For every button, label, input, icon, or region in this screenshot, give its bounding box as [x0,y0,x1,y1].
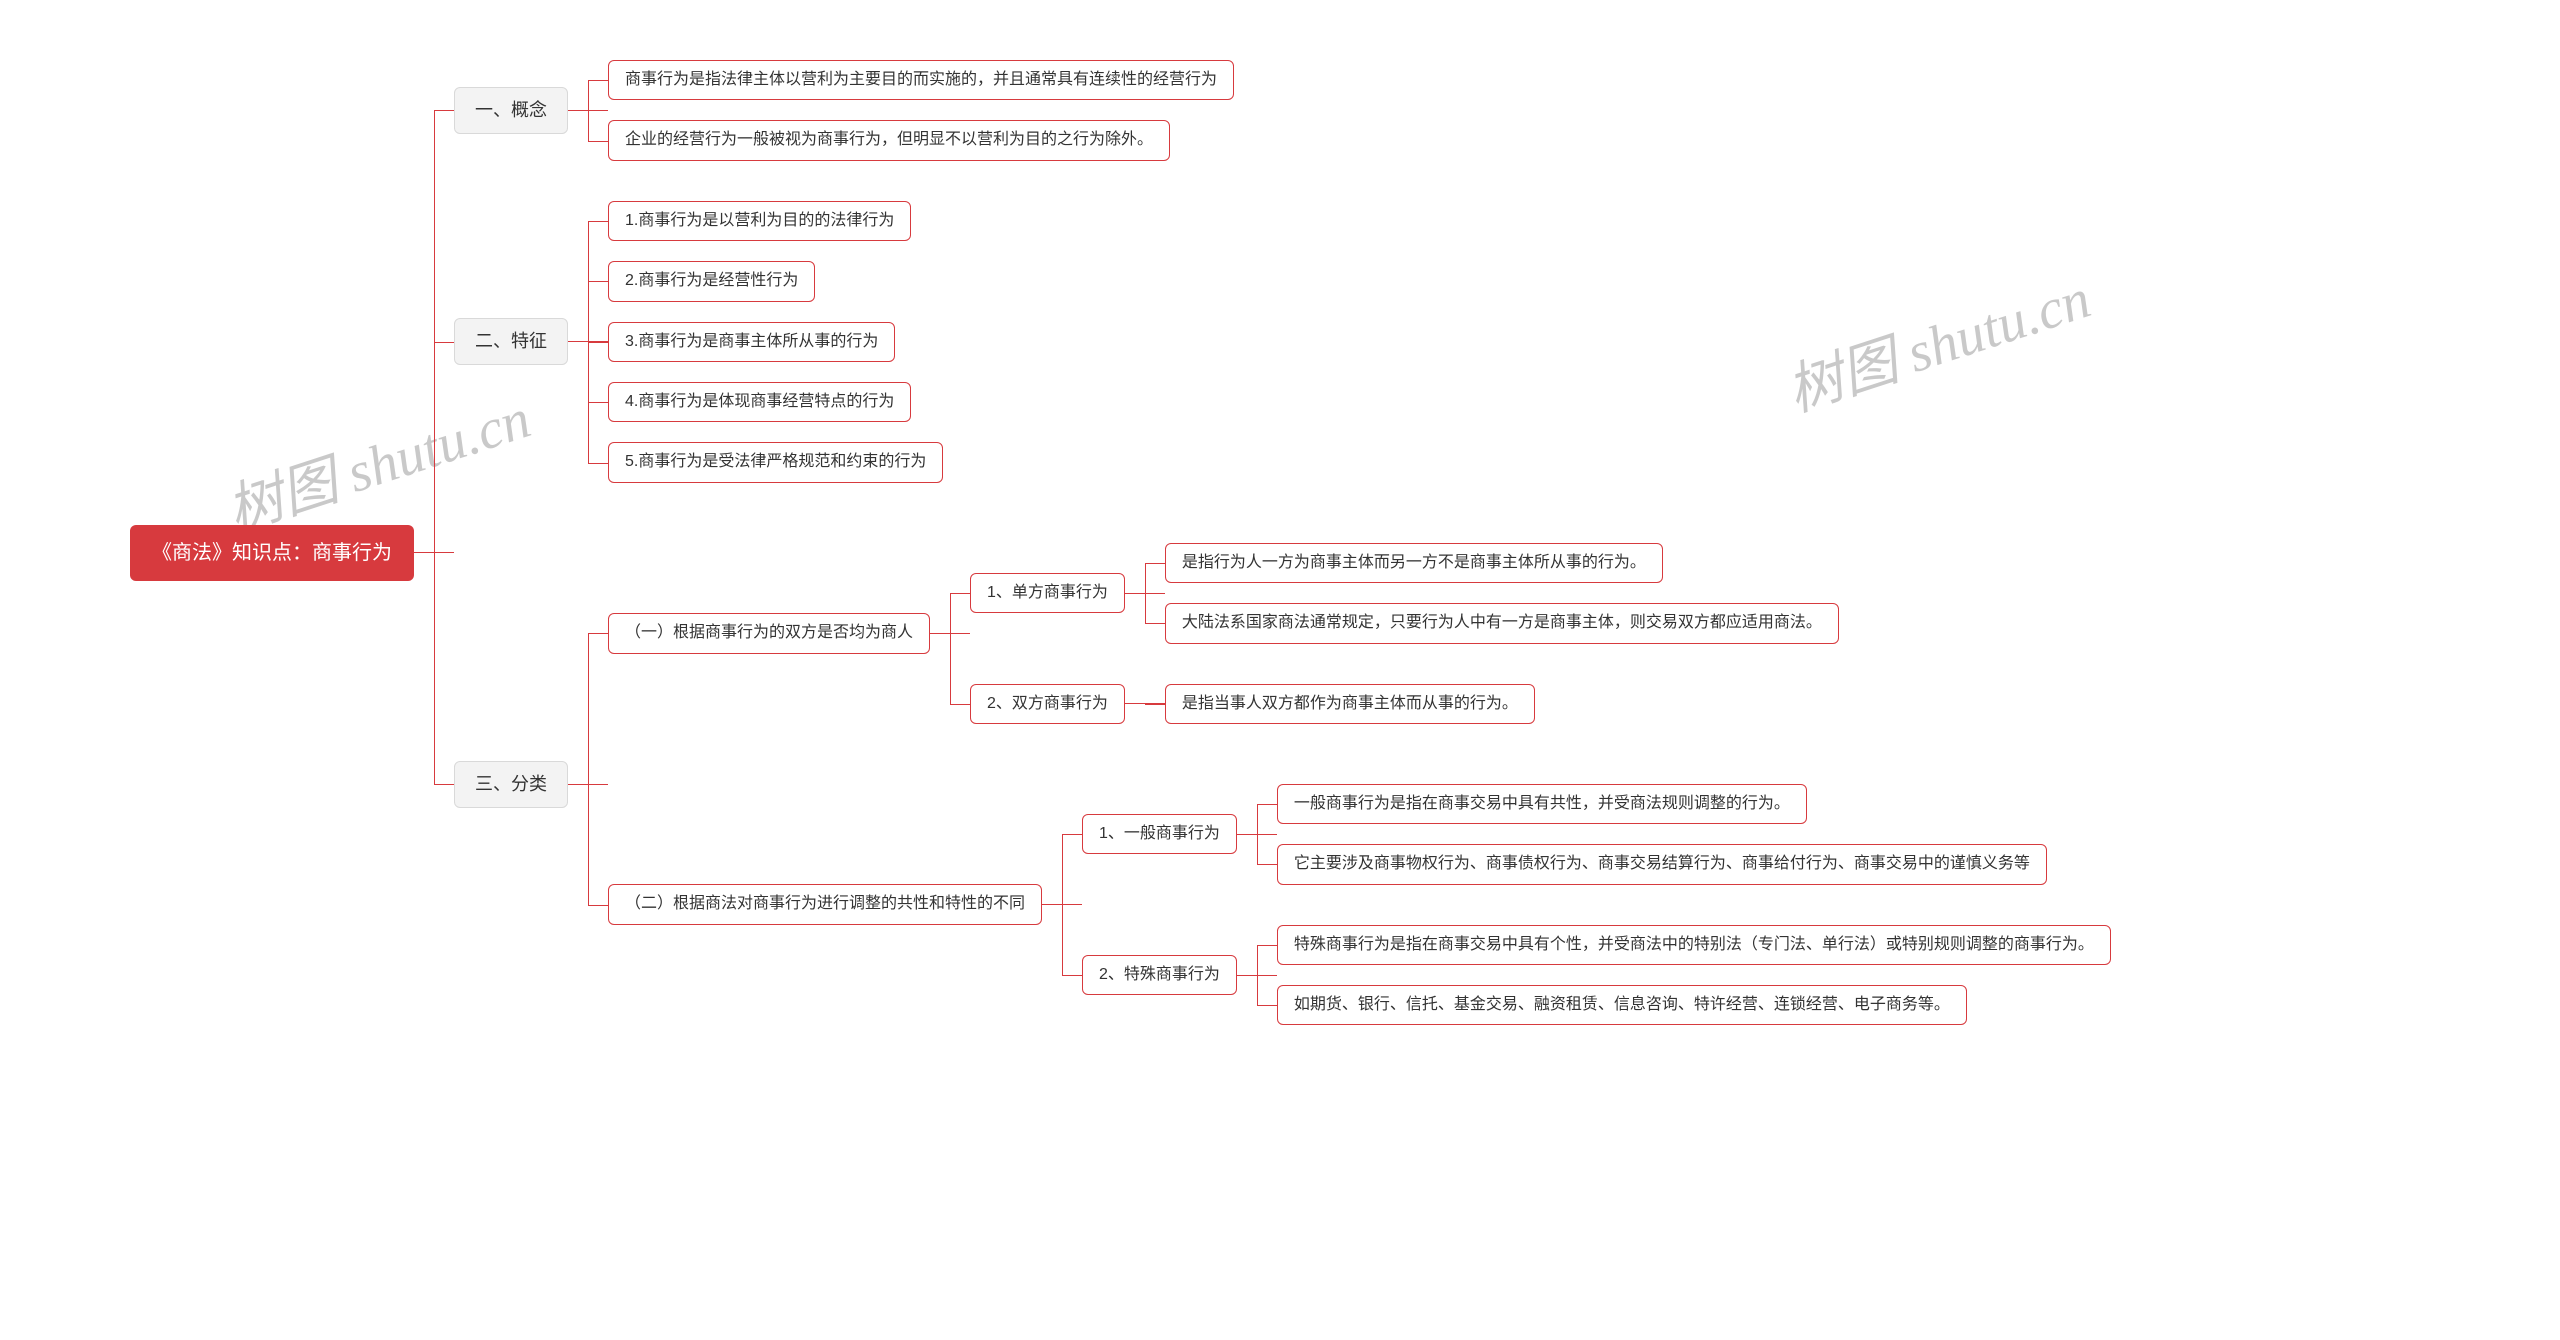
unilateral-children: 是指行为人一方为商事主体而另一方不是商事主体所从事的行为。 大陆法系国家商法通常… [1165,533,1839,654]
node-class-1: （一）根据商事行为的双方是否均为商人 [608,613,930,653]
level1-children: 一、概念 商事行为是指法律主体以营利为主要目的而实施的，并且通常具有连续性的经营… [454,40,2111,1065]
leaf-concept-1: 商事行为是指法律主体以营利为主要目的而实施的，并且通常具有连续性的经营行为 [608,60,1234,100]
node-general: 1、一般商事行为 [1082,814,1237,854]
leaf-concept-2: 企业的经营行为一般被视为商事行为，但明显不以营利为目的之行为除外。 [608,120,1170,160]
leaf-general-1: 一般商事行为是指在商事交易中具有共性，并受商法规则调整的行为。 [1277,784,1807,824]
leaf-general-2: 它主要涉及商事物权行为、商事债权行为、商事交易结算行为、商事给付行为、商事交易中… [1277,844,2047,884]
class2-children: 1、一般商事行为 一般商事行为是指在商事交易中具有共性，并受商法规则调整的行为。… [1082,764,2111,1046]
leaf-feature-4: 4.商事行为是体现商事经营特点的行为 [608,382,911,422]
bilateral-children: 是指当事人双方都作为商事主体而从事的行为。 [1165,674,1535,734]
leaf-feature-2: 2.商事行为是经营性行为 [608,261,815,301]
node-class-2: （二）根据商法对商事行为进行调整的共性和特性的不同 [608,884,1042,924]
node-bilateral: 2、双方商事行为 [970,684,1125,724]
classification-children: （一）根据商事行为的双方是否均为商人 1、单方商事行为 是指行为人一方为商事主体… [608,513,2111,1056]
leaf-special-1: 特殊商事行为是指在商事交易中具有个性，并受商法中的特别法（专门法、单行法）或特别… [1277,925,2111,965]
mindmap-container: 《商法》知识点：商事行为 一、概念 商事行为是指法律主体以营利为主要目的而实施的… [130,40,2111,1065]
leaf-special-2: 如期货、银行、信托、基金交易、融资租赁、信息咨询、特许经营、连锁经营、电子商务等… [1277,985,1967,1025]
node-classification: 三、分类 [454,761,568,808]
leaf-feature-5: 5.商事行为是受法律严格规范和约束的行为 [608,442,943,482]
node-features: 二、特征 [454,318,568,365]
node-concept: 一、概念 [454,87,568,134]
leaf-feature-3: 3.商事行为是商事主体所从事的行为 [608,322,895,362]
general-children: 一般商事行为是指在商事交易中具有共性，并受商法规则调整的行为。 它主要涉及商事物… [1277,774,2047,895]
node-unilateral: 1、单方商事行为 [970,573,1125,613]
special-children: 特殊商事行为是指在商事交易中具有个性，并受商法中的特别法（专门法、单行法）或特别… [1277,915,2111,1036]
node-special: 2、特殊商事行为 [1082,955,1237,995]
leaf-feature-1: 1.商事行为是以营利为目的的法律行为 [608,201,911,241]
leaf-unilateral-2: 大陆法系国家商法通常规定，只要行为人中有一方是商事主体，则交易双方都应适用商法。 [1165,603,1839,643]
class1-children: 1、单方商事行为 是指行为人一方为商事主体而另一方不是商事主体所从事的行为。 大… [970,523,1839,744]
leaf-unilateral-1: 是指行为人一方为商事主体而另一方不是商事主体所从事的行为。 [1165,543,1663,583]
root-node: 《商法》知识点：商事行为 [130,525,414,581]
leaf-bilateral-1: 是指当事人双方都作为商事主体而从事的行为。 [1165,684,1535,724]
features-children: 1.商事行为是以营利为目的的法律行为 2.商事行为是经营性行为 3.商事行为是商… [608,191,943,493]
concept-children: 商事行为是指法律主体以营利为主要目的而实施的，并且通常具有连续性的经营行为 企业… [608,50,1234,171]
